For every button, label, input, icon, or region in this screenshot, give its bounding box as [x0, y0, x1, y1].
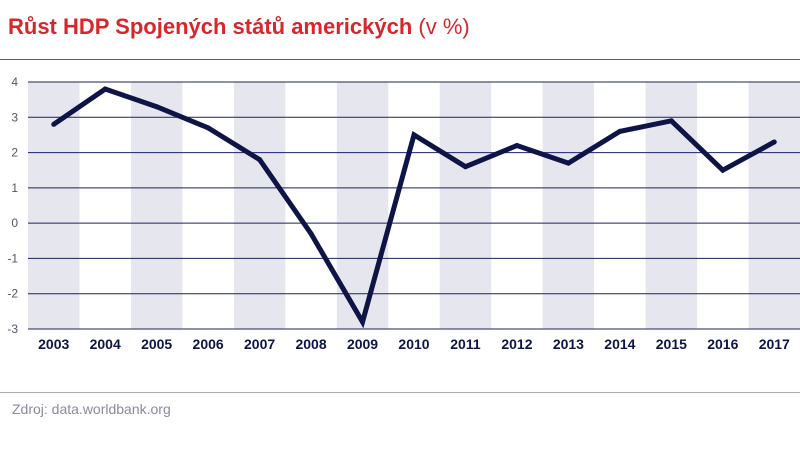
x-tick-label: 2007 — [244, 336, 275, 352]
background-bands — [28, 82, 800, 329]
x-tick-label: 2011 — [450, 336, 481, 352]
footer-divider — [0, 392, 800, 393]
chart-title-text: Růst HDP Spojených států amerických — [8, 14, 413, 39]
x-tick-label: 2016 — [707, 336, 738, 352]
x-tick-label: 2005 — [141, 336, 172, 352]
data-point-2008 — [308, 231, 314, 237]
data-point-2003 — [51, 121, 57, 127]
data-point-2012 — [514, 143, 520, 149]
data-point-2010 — [411, 132, 417, 138]
data-point-2006 — [205, 125, 211, 131]
x-tick-label: 2006 — [193, 336, 224, 352]
x-tick-label: 2008 — [295, 336, 326, 352]
gridlines — [28, 81, 800, 330]
band-2007 — [233, 82, 286, 329]
data-point-2005 — [154, 104, 160, 110]
source-note: Zdroj: data.worldbank.org — [12, 401, 171, 417]
data-point-2004 — [102, 86, 108, 92]
band-2017 — [748, 82, 800, 329]
x-tick-label: 2009 — [347, 336, 378, 352]
band-2005 — [130, 82, 183, 329]
x-tick-label: 2013 — [553, 336, 584, 352]
band-2003 — [28, 82, 80, 329]
data-point-2016 — [720, 167, 726, 173]
y-tick-label: 1 — [11, 181, 18, 195]
y-tick-label: -3 — [7, 322, 18, 336]
data-point-2017 — [771, 139, 777, 145]
y-tick-label: -2 — [7, 287, 18, 301]
y-tick-label: 0 — [11, 216, 18, 230]
data-point-2013 — [565, 160, 571, 166]
x-tick-label: 2012 — [501, 336, 532, 352]
x-tick-label: 2004 — [90, 336, 121, 352]
x-tick-label: 2015 — [656, 336, 687, 352]
chart-title-unit: (v %) — [418, 14, 470, 39]
chart-title: Růst HDP Spojených států amerických (v %… — [8, 14, 470, 40]
data-point-2014 — [617, 128, 623, 134]
y-tick-label: -1 — [7, 251, 18, 265]
data-point-2007 — [257, 157, 263, 163]
y-tick-label: 2 — [11, 146, 18, 160]
y-axis-ticks: 4 3 2 1 0 -1 -2 -3 — [7, 75, 18, 336]
x-tick-label: 2003 — [38, 336, 69, 352]
gdp-line-chart: 4 3 2 1 0 -1 -2 -3 2003 2004 2005 2006 2007 2008 2009… — [7, 75, 800, 352]
x-axis-ticks: 2003 2004 2005 2006 2007 2008 2009 2010 2011 2012… — [38, 336, 790, 352]
band-2011 — [439, 82, 492, 329]
x-tick-label: 2017 — [759, 336, 790, 352]
x-tick-label: 2014 — [604, 336, 635, 352]
data-point-2011 — [462, 164, 468, 170]
y-tick-label: 3 — [11, 110, 18, 124]
x-tick-label: 2010 — [398, 336, 429, 352]
y-tick-label: 4 — [11, 75, 18, 89]
title-divider — [0, 59, 800, 60]
series-layer — [51, 86, 777, 329]
data-point-2015 — [668, 118, 674, 124]
data-point-2009 — [360, 319, 366, 325]
band-2013 — [542, 82, 595, 329]
